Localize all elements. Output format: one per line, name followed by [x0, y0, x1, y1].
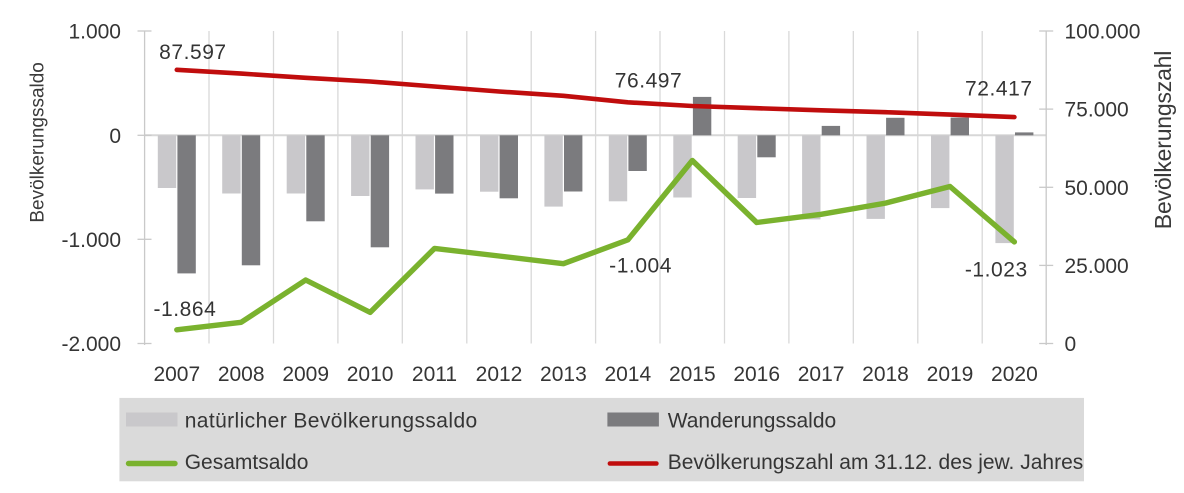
svg-text:2019: 2019 — [927, 363, 974, 386]
svg-text:-2.000: -2.000 — [61, 333, 121, 356]
svg-text:2007: 2007 — [153, 363, 200, 386]
svg-text:Gesamtsaldo: Gesamtsaldo — [185, 451, 309, 474]
svg-text:0: 0 — [109, 125, 121, 148]
svg-text:-1.023: -1.023 — [965, 259, 1028, 282]
svg-text:100.000: 100.000 — [1065, 21, 1141, 44]
svg-text:50.000: 50.000 — [1065, 177, 1129, 200]
svg-text:2015: 2015 — [669, 363, 716, 386]
svg-text:Wanderungssaldo: Wanderungssaldo — [668, 409, 837, 432]
svg-text:2011: 2011 — [412, 363, 457, 386]
svg-text:2008: 2008 — [218, 363, 265, 386]
svg-text:2014: 2014 — [604, 363, 651, 386]
svg-text:2010: 2010 — [347, 363, 394, 386]
svg-text:Bevölkerungszahl: Bevölkerungszahl — [1150, 51, 1176, 229]
svg-text:76.497: 76.497 — [615, 69, 683, 92]
svg-text:-1.000: -1.000 — [61, 229, 121, 252]
svg-text:75.000: 75.000 — [1065, 99, 1129, 122]
svg-text:2012: 2012 — [476, 363, 523, 386]
svg-text:2013: 2013 — [540, 363, 587, 386]
svg-text:0: 0 — [1065, 333, 1077, 356]
svg-text:25.000: 25.000 — [1065, 255, 1129, 278]
svg-text:Bevölkerungssaldo: Bevölkerungssaldo — [28, 62, 49, 223]
svg-text:natürlicher Bevölkerungssaldo: natürlicher Bevölkerungssaldo — [185, 409, 478, 432]
svg-text:2017: 2017 — [798, 363, 845, 386]
svg-text:2018: 2018 — [862, 363, 909, 386]
svg-text:87.597: 87.597 — [159, 41, 227, 64]
svg-text:72.417: 72.417 — [965, 77, 1033, 100]
svg-text:-1.864: -1.864 — [153, 298, 216, 321]
svg-text:-1.004: -1.004 — [609, 255, 672, 278]
svg-text:2016: 2016 — [733, 363, 780, 386]
svg-text:2009: 2009 — [282, 363, 329, 386]
svg-text:Bevölkerungszahl am 31.12. des: Bevölkerungszahl am 31.12. des jew. Jahr… — [668, 451, 1084, 474]
svg-text:2020: 2020 — [991, 363, 1038, 386]
svg-text:1.000: 1.000 — [68, 21, 121, 44]
